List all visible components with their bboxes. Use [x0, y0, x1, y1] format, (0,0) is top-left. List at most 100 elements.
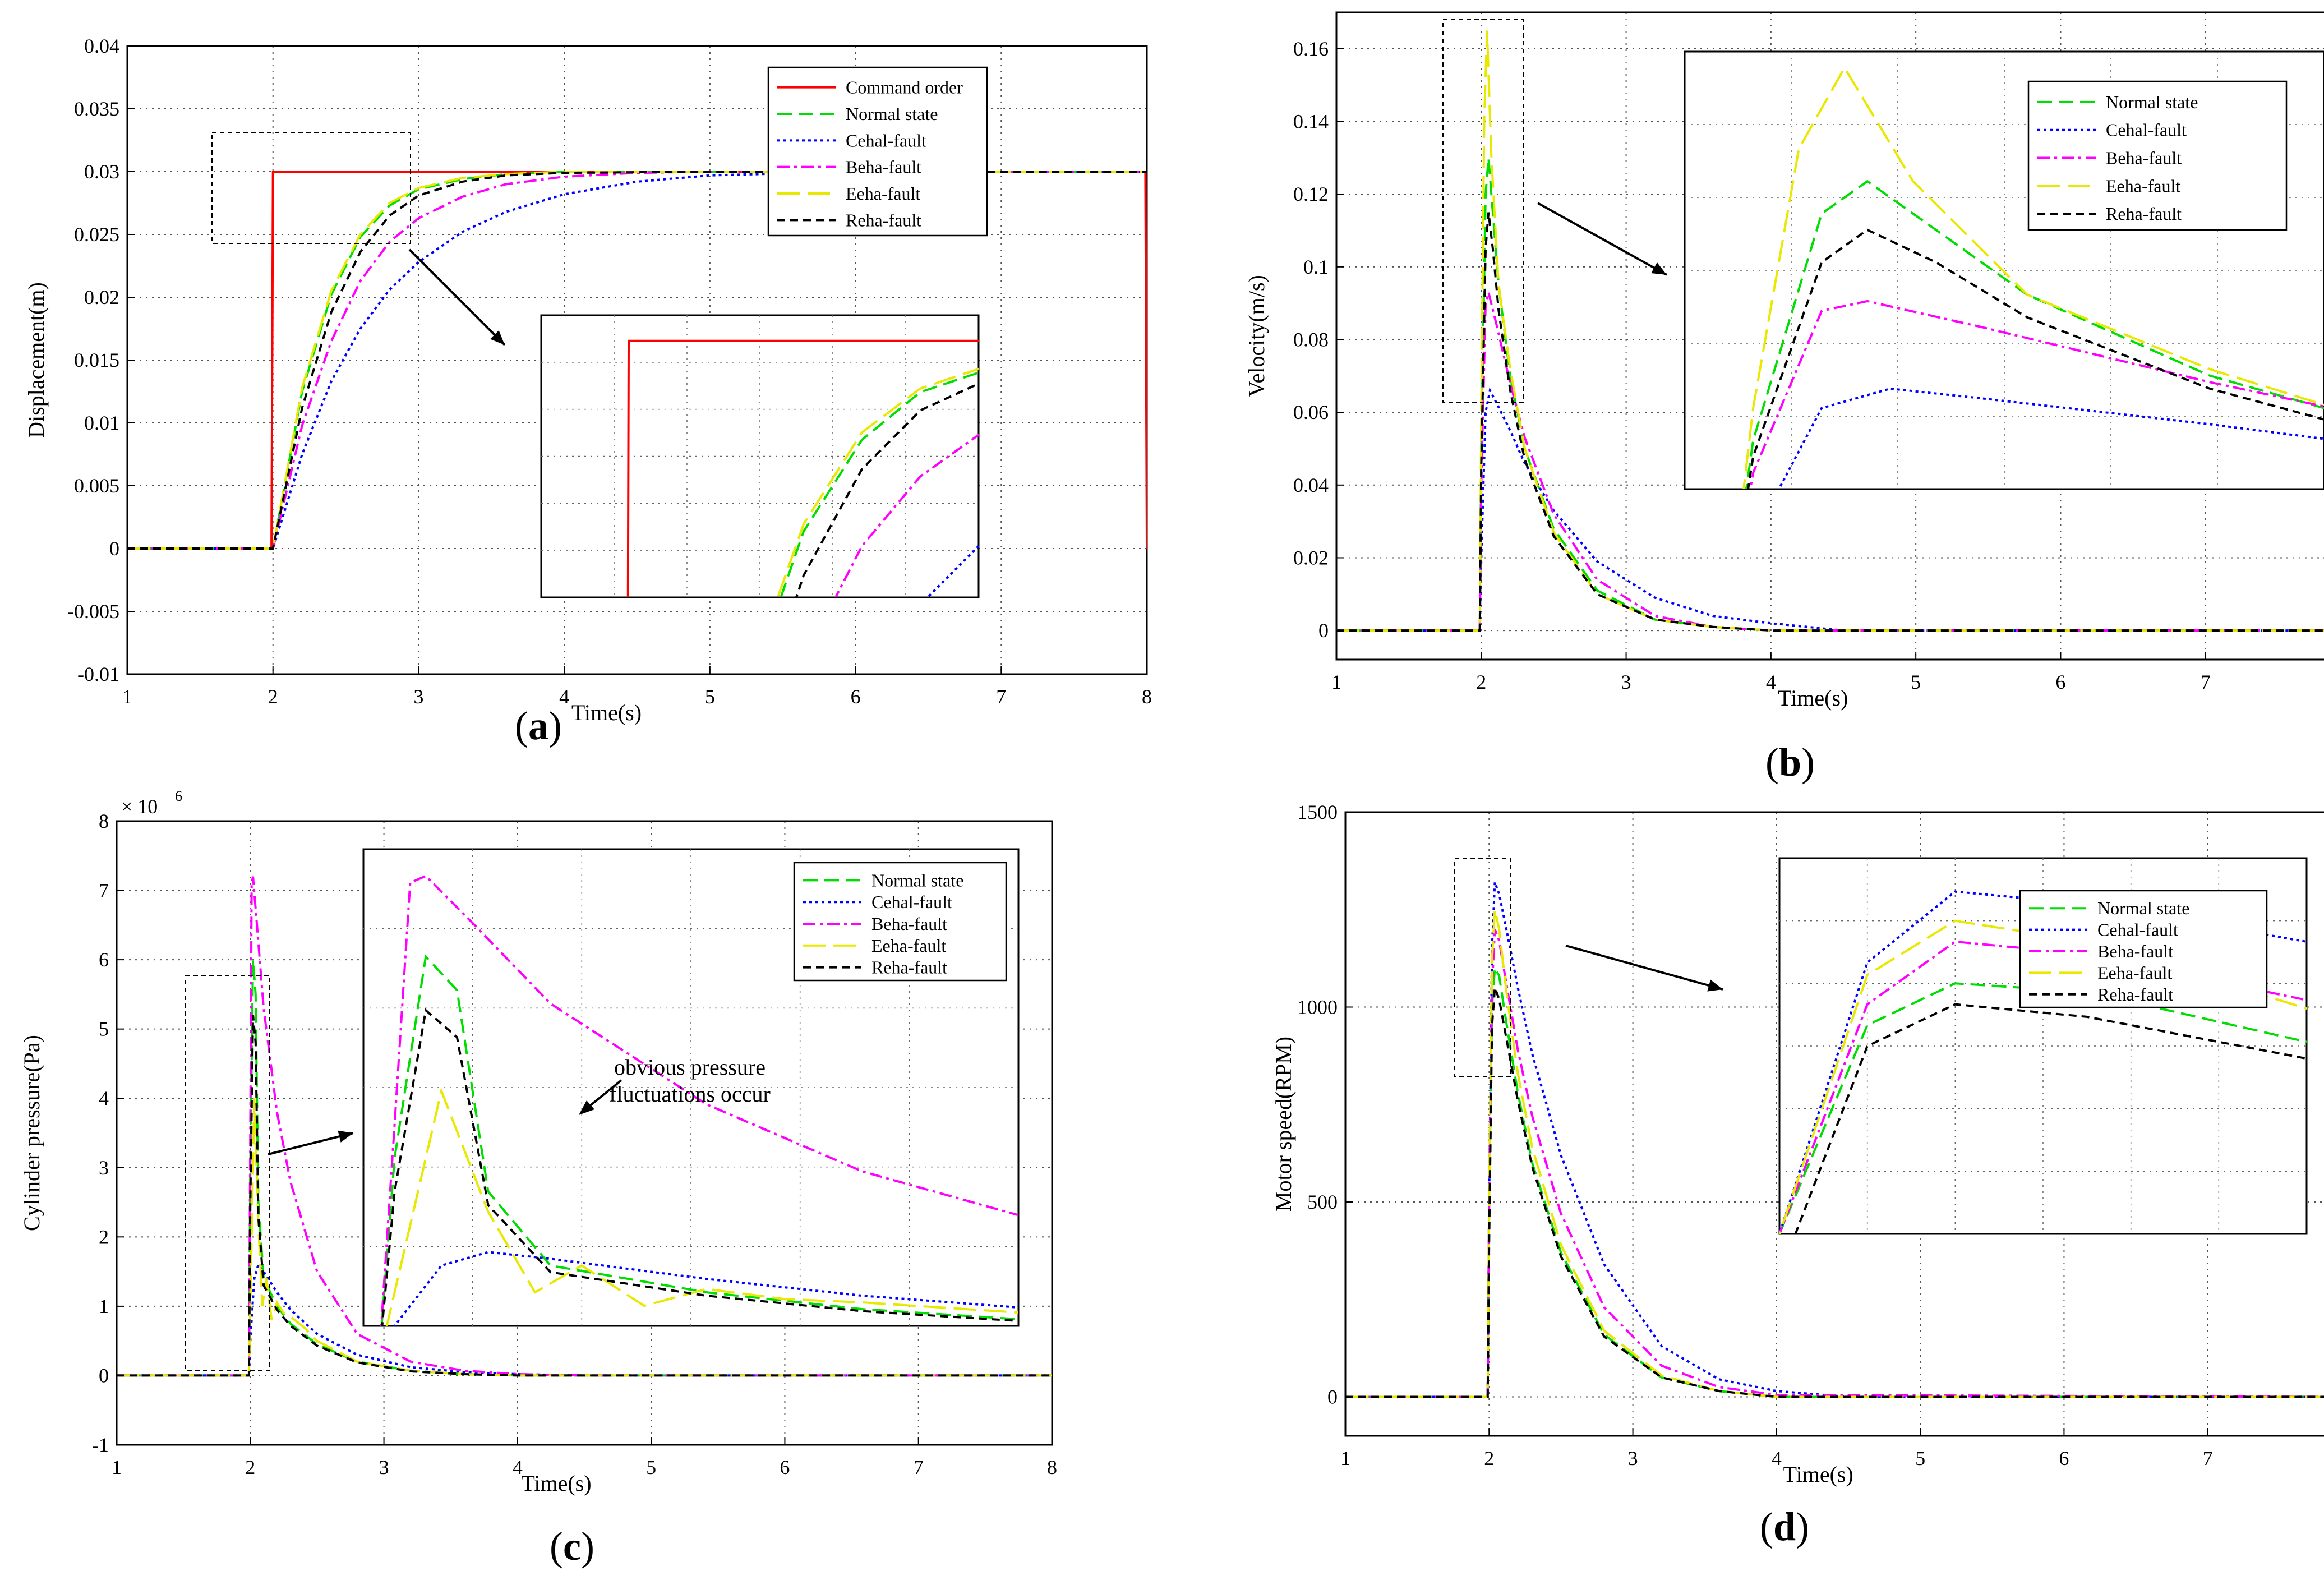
inset-series-line-cehal-fault [926, 544, 979, 597]
y-tick-label: 8 [99, 810, 109, 832]
y-tick-label: 0.08 [1293, 328, 1329, 351]
inset-series-line-reha-fault [1747, 228, 2324, 489]
panel-caption-letter: a [528, 703, 548, 748]
x-tick-label: 4 [1772, 1447, 1782, 1470]
y-multiplier-exponent: 6 [175, 789, 182, 804]
legend-label: Cehal-fault [872, 892, 952, 912]
y-tick-label: 0 [1327, 1386, 1338, 1408]
y-axis-label: Motor speed(RPM) [1271, 1037, 1296, 1212]
y-tick-label: 0.025 [74, 223, 119, 246]
inset-series-line-beha-fault [834, 433, 979, 597]
x-tick-label: 7 [2203, 1447, 2213, 1470]
legend-label: Normal state [872, 870, 963, 890]
inset-series-line-cehal-fault [393, 1251, 1018, 1326]
legend-label: Cehal-fault [2097, 920, 2178, 940]
y-tick-label: 0.04 [1293, 474, 1329, 496]
y-tick-label: 0.005 [74, 475, 119, 497]
inset-series-line-beha-fault [380, 874, 1018, 1326]
y-tick-label: 0.04 [84, 35, 119, 57]
legend-label: Command order [846, 77, 963, 98]
inset-series-line-eeha-fault [776, 367, 979, 597]
panel-caption-letter: d [1773, 1504, 1796, 1549]
series-line-beha-fault [117, 876, 1052, 1377]
zoom-arrow-head [1707, 979, 1723, 992]
series-line-eeha-fault [127, 171, 1147, 550]
legend-label: Eeha-fault [872, 936, 946, 956]
legend-box [793, 862, 1007, 982]
series-line-eeha-fault [1336, 30, 2324, 632]
x-tick-label: 6 [851, 685, 861, 708]
y-axis-label: Cylinder pressure(Pa) [19, 1035, 44, 1231]
inset-series-line-command-order [626, 339, 979, 597]
panel-caption: (c) [550, 1524, 594, 1569]
y-tick-label: 0.1 [1303, 256, 1329, 278]
y-tick-label: 0.035 [74, 98, 119, 120]
y-tick-label: 0 [99, 1364, 109, 1386]
y-tick-label: 0.02 [1293, 546, 1329, 569]
x-tick-label: 8 [1142, 685, 1152, 708]
legend-label: Beha-fault [846, 157, 921, 177]
x-axis-label: Time(s) [571, 700, 642, 725]
y-tick-label: 4 [99, 1087, 109, 1109]
x-tick-label: 2 [245, 1456, 255, 1478]
zoom-arrow [268, 1132, 354, 1155]
inset-series-line-normal-state [780, 371, 979, 597]
panel-caption: (a) [515, 703, 562, 748]
legend-box [2027, 80, 2288, 231]
series-line-eeha-fault [1345, 909, 2324, 1398]
y-multiplier: × 10 [121, 795, 158, 818]
chart-svg-d: 12345678050010001500Normal stateCehal-fa… [1271, 801, 2324, 1549]
inset-series-line-normal-state [380, 954, 1018, 1326]
x-tick-label: 4 [513, 1456, 523, 1478]
y-tick-label: 1 [99, 1295, 109, 1318]
x-tick-label: 1 [1331, 671, 1341, 693]
x-tick-label: 5 [1915, 1447, 1925, 1470]
inset-series-line-beha-fault [1749, 300, 2324, 489]
series-line-reha-fault [1336, 212, 2324, 632]
legend-label: Cehal-fault [2106, 120, 2187, 140]
x-tick-label: 8 [1047, 1456, 1057, 1478]
series-line-beha-fault [127, 171, 1147, 550]
panel-caption: (b) [1765, 740, 1815, 785]
inset-series-line-reha-fault [381, 1008, 1018, 1326]
x-tick-label: 4 [559, 685, 569, 708]
zoom-arrow [408, 248, 506, 346]
y-tick-label: -0.005 [67, 600, 119, 623]
y-tick-label: 1000 [1297, 996, 1338, 1019]
x-tick-label: 6 [2059, 1447, 2069, 1470]
inset-series-line-eeha-fault [1779, 919, 2307, 1234]
inset-series-line-eeha-fault [1742, 65, 2324, 489]
plot-frame [116, 820, 1053, 1446]
panel-caption: (d) [1760, 1504, 1809, 1549]
legend-label: Normal state [2097, 898, 2189, 918]
legend-label: Beha-fault [2097, 941, 2173, 961]
chart-panel-b: 1234567800.020.040.060.080.10.120.140.16… [1162, 0, 2324, 789]
y-tick-label: 0.03 [84, 160, 119, 183]
y-axis-label: Velocity(m/s) [1244, 275, 1269, 397]
y-tick-label: 3 [99, 1157, 109, 1179]
y-tick-label: 6 [99, 948, 109, 971]
x-tick-label: 3 [379, 1456, 389, 1478]
panel-caption-letter: c [563, 1524, 581, 1569]
x-tick-label: 1 [112, 1456, 122, 1478]
legend-label: Reha-fault [846, 210, 921, 230]
inset-series-line-normal-state [1745, 179, 2324, 489]
series-line-eeha-fault [117, 1098, 1052, 1377]
zoom-region-box [1442, 19, 1524, 403]
legend-label: Beha-fault [2106, 148, 2182, 168]
x-tick-label: 2 [1484, 1447, 1494, 1470]
plot-frame [1344, 811, 2324, 1437]
chart-panel-c: 1 2 3 4 5 6 7 8 -1 0 1 2 3 4 5 6 7 8 Normal state Cehal-fau… [0, 788, 1162, 1577]
y-tick-label: 0 [1318, 619, 1329, 642]
y-tick-label: 0 [109, 537, 119, 560]
x-tick-label: 5 [646, 1456, 656, 1478]
legend-label: Eeha-fault [2097, 962, 2172, 983]
legend-label: Cehal-fault [846, 130, 926, 150]
legend-label: Reha-fault [2106, 204, 2182, 224]
zoom-arrow-head [338, 1130, 353, 1143]
x-tick-label: 3 [1628, 1447, 1638, 1470]
series-line-reha-fault [127, 171, 1147, 550]
annotation-text: obvious pressure fluctuations occur [609, 1054, 771, 1107]
y-tick-label: 2 [99, 1226, 109, 1248]
legend-label: Eeha-fault [2106, 176, 2180, 196]
